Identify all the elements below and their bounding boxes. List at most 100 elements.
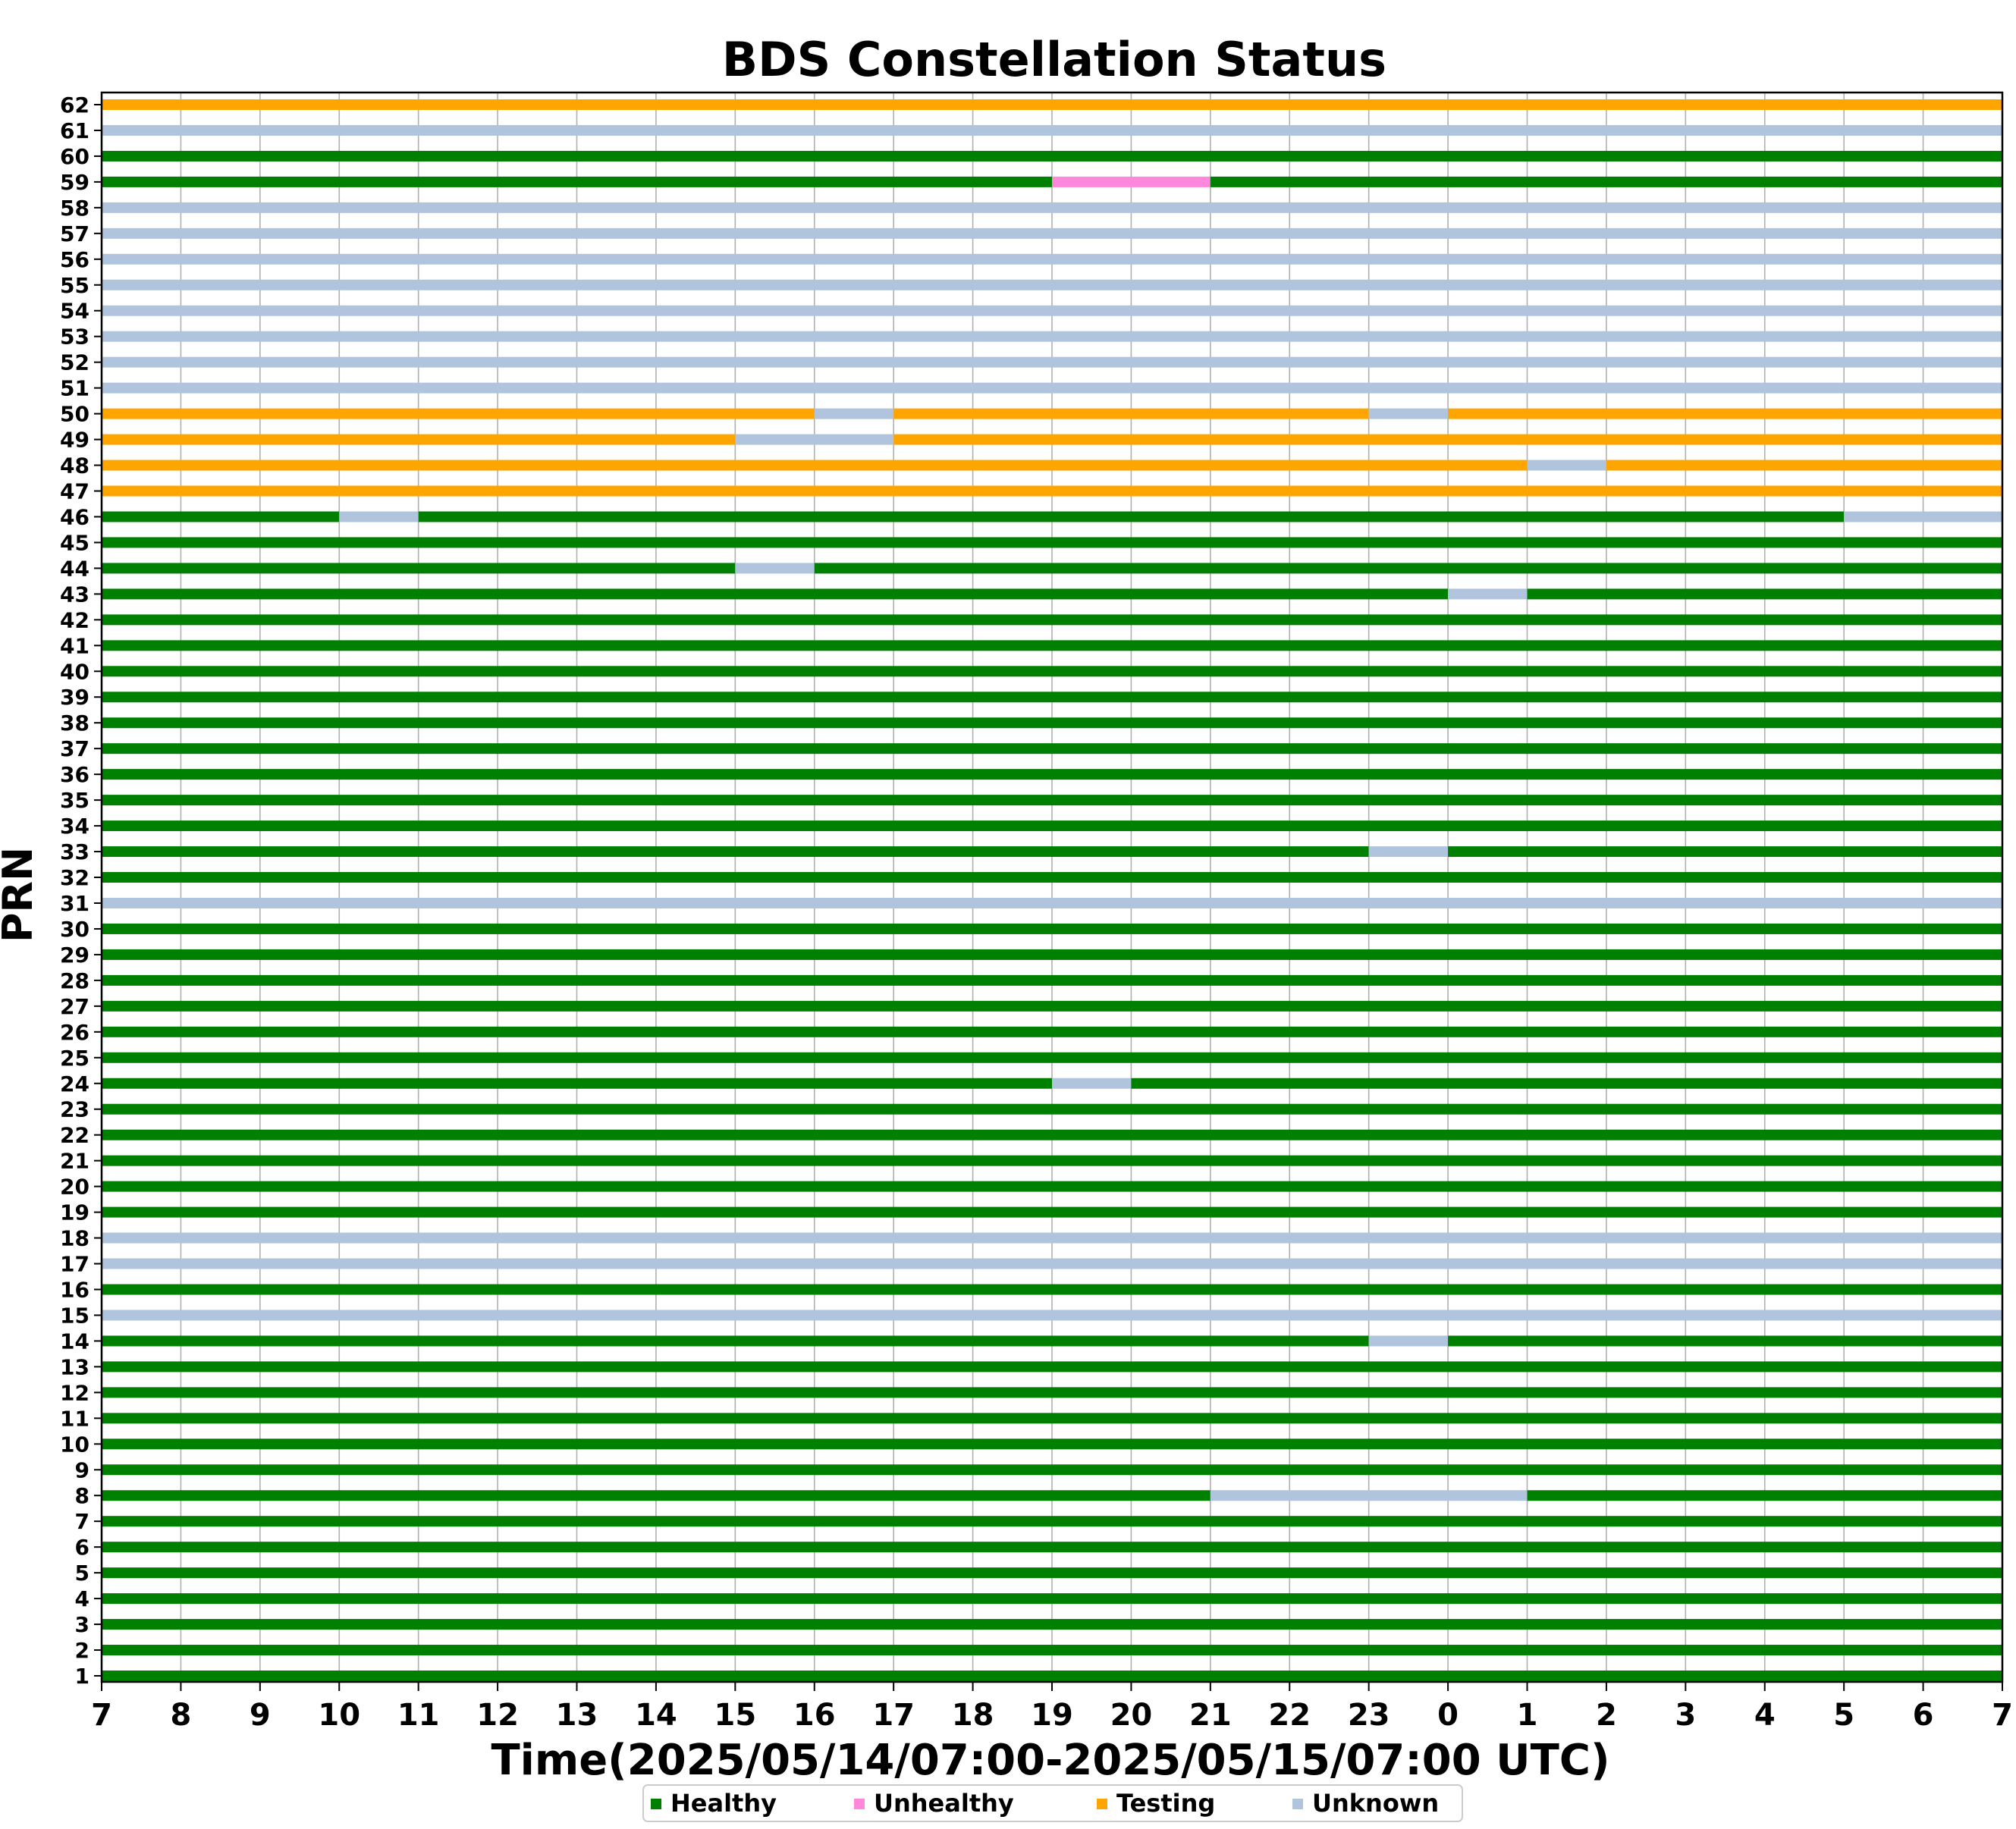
status-bar-prn-50 (1448, 408, 2002, 419)
x-axis-label: Time(2025/05/14/07:00-2025/05/15/07:00 U… (491, 1736, 1609, 1785)
status-bar-prn-43 (1448, 588, 1528, 600)
y-tick-label: 47 (60, 479, 89, 504)
y-tick-label: 5 (75, 1561, 89, 1586)
y-axis: 1234567891011121314151617181920212223242… (60, 93, 102, 1689)
status-bar-prn-39 (102, 692, 2002, 703)
status-bar-prn-49 (102, 434, 736, 445)
y-tick-label: 42 (60, 607, 89, 632)
legend-item-testing: Testing (1097, 1789, 1215, 1818)
x-tick-label: 15 (714, 1698, 756, 1733)
status-bar-prn-41 (102, 640, 2002, 651)
y-tick-label: 2 (75, 1638, 89, 1663)
y-tick-label: 49 (60, 428, 89, 453)
status-bar-prn-51 (102, 382, 2002, 394)
y-tick-label: 40 (60, 659, 89, 684)
status-bar-prn-38 (102, 717, 2002, 729)
status-bar-prn-46 (1844, 511, 2002, 522)
y-tick-label: 56 (60, 247, 89, 272)
x-tick-label: 6 (1913, 1698, 1934, 1733)
y-tick-label: 50 (60, 402, 89, 427)
status-bar-prn-40 (102, 666, 2002, 677)
y-tick-label: 46 (60, 504, 89, 529)
status-bar-prn-56 (102, 253, 2002, 265)
status-bar-prn-59 (102, 176, 1052, 187)
x-tick-label: 1 (1517, 1698, 1538, 1733)
y-tick-label: 14 (60, 1329, 89, 1354)
status-bar-prn-48 (1606, 460, 2002, 471)
status-bar-prn-8 (1527, 1490, 2002, 1501)
status-bar-prn-22 (102, 1129, 2002, 1140)
status-bar-prn-35 (102, 795, 2002, 806)
status-bar-prn-33 (1368, 846, 1449, 858)
status-bar-prn-27 (102, 1000, 2002, 1012)
y-tick-label: 39 (60, 685, 89, 710)
status-bar-prn-55 (102, 279, 2002, 290)
x-tick-label: 23 (1348, 1698, 1390, 1733)
y-tick-label: 19 (60, 1200, 89, 1225)
status-bar-prn-10 (102, 1438, 2002, 1450)
x-tick-label: 21 (1189, 1698, 1232, 1733)
legend-swatch (1292, 1799, 1303, 1809)
status-bar-prn-33 (102, 846, 1369, 858)
status-bar-prn-24 (1052, 1078, 1132, 1089)
y-tick-label: 48 (60, 453, 89, 478)
legend-item-unhealthy: Unhealthy (854, 1789, 1014, 1818)
legend-swatch (651, 1799, 661, 1809)
y-tick-label: 29 (60, 943, 89, 968)
x-tick-label: 4 (1754, 1698, 1776, 1733)
status-bar-prn-24 (1131, 1078, 2002, 1089)
y-tick-label: 13 (60, 1354, 89, 1379)
y-tick-label: 21 (60, 1149, 89, 1174)
y-tick-label: 53 (60, 325, 89, 350)
status-bar-prn-44 (814, 563, 2002, 574)
status-bar-prn-28 (102, 974, 2002, 986)
x-tick-label: 12 (476, 1698, 519, 1733)
status-bar-prn-60 (102, 150, 2002, 162)
y-tick-label: 32 (60, 865, 89, 890)
status-bar-prn-32 (102, 872, 2002, 883)
legend-box (642, 1784, 1463, 1822)
y-tick-label: 9 (75, 1457, 89, 1482)
x-tick-label: 8 (170, 1698, 191, 1733)
y-tick-label: 52 (60, 350, 89, 375)
y-tick-label: 28 (60, 968, 89, 993)
y-tick-label: 37 (60, 736, 89, 761)
status-bar-prn-4 (102, 1593, 2002, 1605)
y-tick-label: 26 (60, 1020, 89, 1045)
status-bar-prn-15 (102, 1310, 2002, 1321)
y-tick-label: 25 (60, 1046, 89, 1071)
status-bar-prn-6 (102, 1542, 2002, 1553)
y-tick-label: 41 (60, 633, 89, 658)
status-bar-prn-49 (735, 434, 894, 445)
status-bar-prn-26 (102, 1026, 2002, 1037)
y-tick-label: 30 (60, 917, 89, 942)
status-bar-prn-11 (102, 1413, 2002, 1424)
y-tick-label: 18 (60, 1226, 89, 1251)
status-bar-prn-31 (102, 897, 2002, 908)
y-tick-label: 60 (60, 144, 89, 169)
status-bar-prn-20 (102, 1181, 2002, 1192)
status-bar-prn-57 (102, 227, 2002, 239)
status-bar-prn-3 (102, 1619, 2002, 1630)
x-tick-label: 0 (1437, 1698, 1459, 1733)
y-tick-label: 31 (60, 891, 89, 916)
y-tick-label: 34 (60, 814, 89, 839)
status-bar-prn-36 (102, 769, 2002, 780)
y-tick-label: 16 (60, 1277, 89, 1302)
status-bar-prn-5 (102, 1567, 2002, 1579)
status-bar-prn-49 (893, 434, 2002, 445)
x-tick-label: 10 (318, 1698, 360, 1733)
status-bar-prn-59 (1052, 176, 1211, 187)
x-axis: 7 8 9 10 11 12 13 14 15 16 17 18 19 20 21 22 23 0 1 2 3 4 5 6 7 (91, 1682, 2013, 1733)
status-bar-prn-50 (1368, 408, 1449, 419)
status-bar-prn-9 (102, 1464, 2002, 1476)
x-tick-label: 9 (250, 1698, 271, 1733)
y-tick-label: 12 (60, 1380, 89, 1405)
x-tick-label: 22 (1268, 1698, 1311, 1733)
legend-item-healthy: Healthy (651, 1789, 777, 1818)
y-tick-label: 7 (75, 1509, 89, 1534)
status-bar-prn-13 (102, 1361, 2002, 1373)
legend-label: Testing (1116, 1789, 1215, 1818)
y-tick-label: 1 (75, 1664, 89, 1689)
x-tick-label: 17 (872, 1698, 915, 1733)
